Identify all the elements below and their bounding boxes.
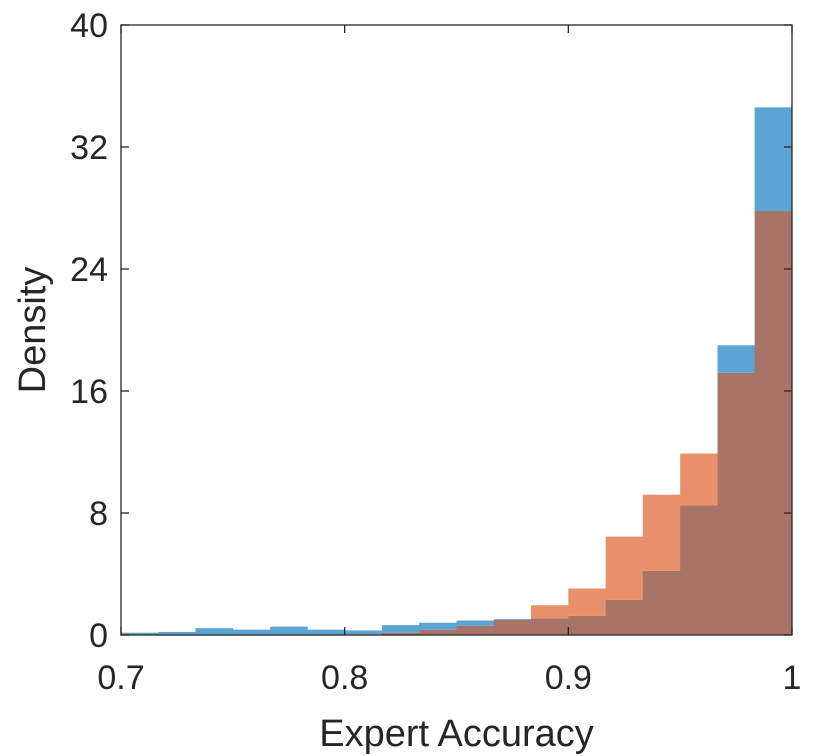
histogram-bar-series-1 (493, 618, 532, 620)
histogram-bar-overlap (680, 505, 718, 636)
histogram-bar-overlap (568, 615, 607, 635)
histogram-bar-series-1 (232, 629, 271, 635)
histogram-bar-series-1 (419, 622, 457, 630)
histogram-bar-series-2 (642, 494, 681, 571)
y-tick-label: 40 (70, 7, 108, 45)
histogram-bar-overlap (419, 629, 457, 635)
x-axis-label: Expert Accuracy (319, 713, 594, 755)
y-tick-label: 24 (70, 251, 108, 289)
axis-ticks: 0.7 0.8 0.9 1 0 8 16 24 32 40 (70, 7, 801, 697)
histogram-bar-overlap (456, 625, 495, 635)
histogram-bars (121, 107, 793, 636)
histogram-bar-series-1 (307, 629, 346, 635)
histogram-bar-series-1 (270, 626, 308, 635)
histogram-bar-series-1 (456, 620, 495, 626)
histogram-bar-overlap (530, 618, 569, 635)
histogram-bar-series-2 (568, 588, 607, 616)
histogram-bar-series-1 (195, 628, 234, 635)
histogram-bar-series-1 (717, 345, 756, 373)
histogram-bar-series-1 (754, 107, 793, 212)
histogram-bar-overlap (493, 619, 532, 635)
histogram-bar-series-2 (530, 605, 569, 619)
y-axis-label: Density (12, 267, 54, 394)
y-tick-label: 8 (89, 495, 108, 533)
histogram-bar-overlap (642, 570, 681, 635)
y-tick-label: 16 (70, 373, 108, 411)
axes-box (120, 24, 793, 636)
x-tick-label: 0.7 (97, 659, 144, 697)
x-tick-label: 1 (783, 659, 802, 697)
histogram-bar-series-2 (680, 453, 718, 506)
histogram-bar-series-1 (121, 632, 159, 635)
x-tick-label: 0.9 (545, 659, 592, 697)
histogram-bar-overlap (382, 632, 420, 635)
histogram-bar-series-1 (382, 625, 420, 633)
histogram-bar-series-1 (158, 631, 196, 635)
histogram-bar-series-1 (344, 630, 383, 635)
y-tick-label: 0 (89, 617, 108, 655)
histogram-bar-overlap (754, 211, 793, 636)
y-tick-label: 32 (70, 129, 108, 167)
histogram-bar-overlap (605, 599, 644, 635)
histogram-bar-series-2 (605, 536, 644, 600)
x-tick-label: 0.8 (321, 659, 368, 697)
histogram-bar-overlap (717, 372, 756, 635)
